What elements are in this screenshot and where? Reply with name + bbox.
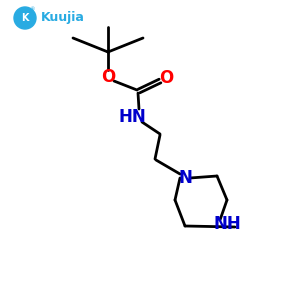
Text: O: O xyxy=(159,69,173,87)
Text: O: O xyxy=(101,68,115,86)
Text: HN: HN xyxy=(118,108,146,126)
Circle shape xyxy=(14,7,36,29)
Text: NH: NH xyxy=(213,215,241,233)
Text: Kuujia: Kuujia xyxy=(41,11,85,25)
Text: K: K xyxy=(21,13,29,23)
Text: N: N xyxy=(178,169,192,187)
Text: ®: ® xyxy=(29,8,34,13)
